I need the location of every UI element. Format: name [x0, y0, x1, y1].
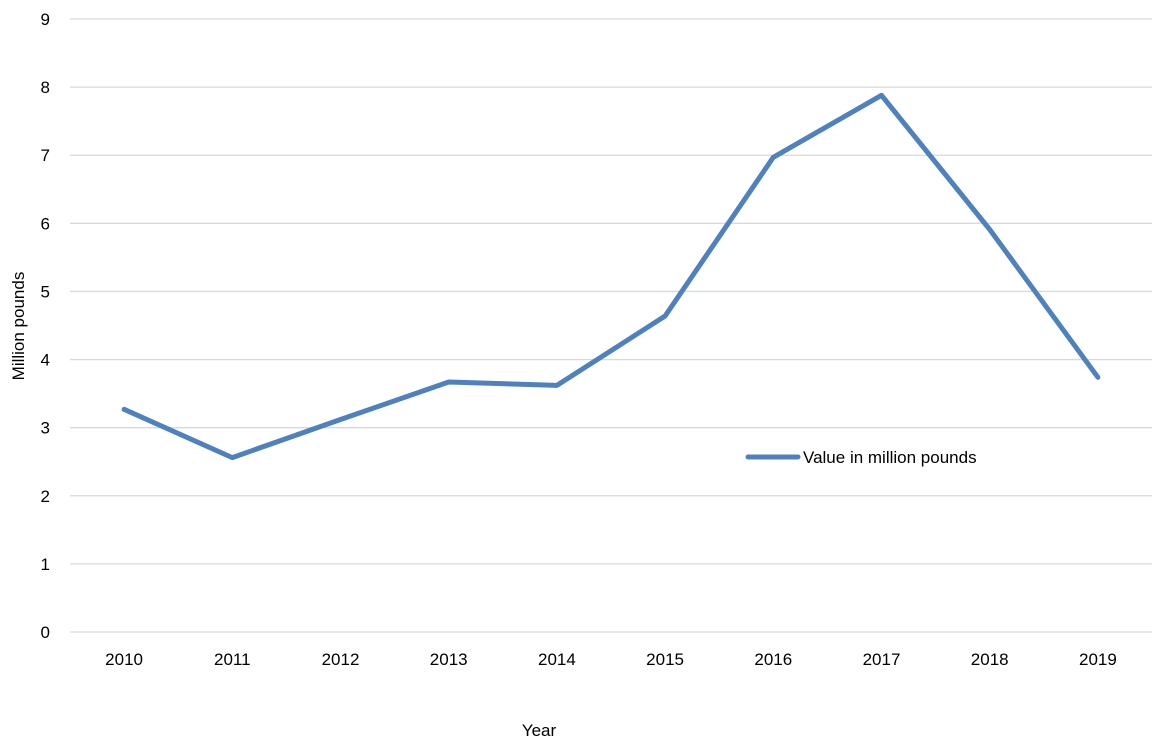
x-tick-label: 2017 [863, 650, 901, 669]
legend-label: Value in million pounds [803, 448, 977, 467]
y-tick-label: 4 [41, 351, 50, 370]
x-tick-label: 2012 [322, 650, 360, 669]
y-tick-label: 1 [41, 555, 50, 574]
y-axis-title: Million pounds [9, 272, 28, 381]
x-tick-label: 2018 [971, 650, 1009, 669]
x-axis-title: Year [522, 721, 557, 740]
legend: Value in million pounds [748, 448, 977, 467]
y-tick-label: 9 [41, 10, 50, 29]
y-tick-label: 7 [41, 146, 50, 165]
x-tick-label: 2010 [105, 650, 143, 669]
gridlines [70, 19, 1152, 632]
x-axis-ticks: 2010 2011 2012 2013 2014 2015 2016 2017 2018 2019 [105, 650, 1117, 669]
x-tick-label: 2011 [214, 650, 251, 669]
series-lines [124, 95, 1098, 457]
x-tick-label: 2014 [538, 650, 576, 669]
y-tick-label: 2 [41, 487, 50, 506]
y-tick-label: 8 [41, 78, 50, 97]
x-tick-label: 2015 [646, 650, 684, 669]
y-tick-label: 3 [41, 419, 50, 438]
y-axis-ticks: 0 1 2 3 4 5 6 7 8 9 [41, 10, 50, 642]
x-tick-label: 2013 [430, 650, 468, 669]
y-tick-label: 6 [41, 214, 50, 233]
x-tick-label: 2019 [1079, 650, 1117, 669]
y-tick-label: 0 [41, 623, 50, 642]
y-tick-label: 5 [41, 282, 50, 301]
x-tick-label: 2016 [754, 650, 792, 669]
series-line [124, 95, 1098, 457]
